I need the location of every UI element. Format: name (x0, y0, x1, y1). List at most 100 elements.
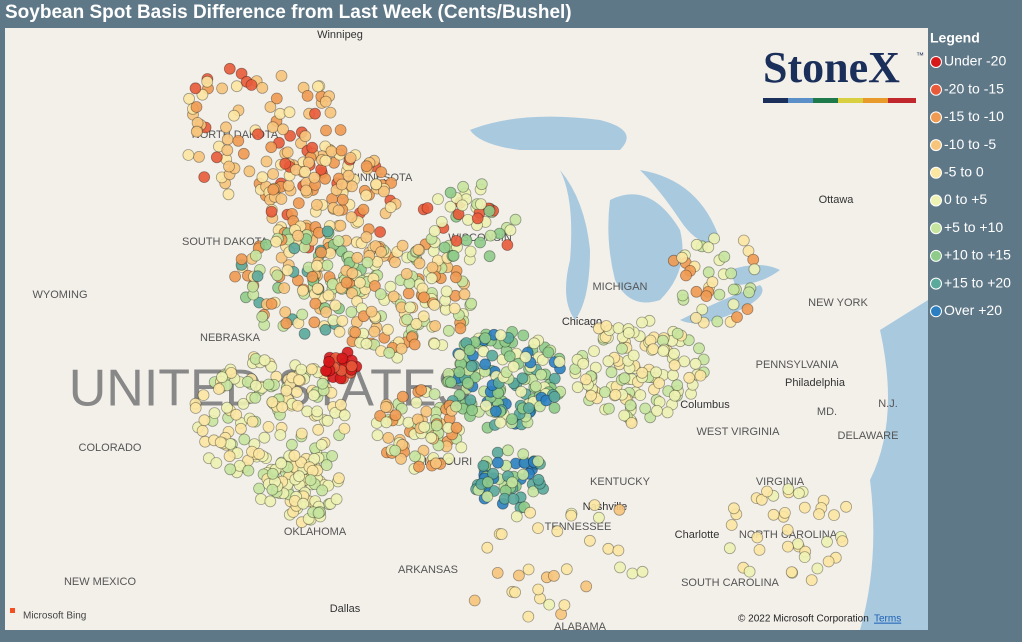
location-dot (517, 468, 529, 481)
location-dot (548, 372, 561, 385)
location-dot (651, 404, 663, 417)
location-dot (680, 269, 692, 282)
state-label: NEW MEXICO (64, 576, 137, 588)
location-dot (465, 297, 478, 310)
location-dot (450, 234, 463, 247)
location-dot (351, 251, 364, 264)
location-dot (491, 456, 504, 469)
location-dot (588, 345, 600, 358)
location-dot (785, 566, 798, 578)
location-dot (696, 303, 709, 316)
bing-logo (10, 608, 15, 613)
location-dot (400, 267, 413, 280)
location-dot (374, 288, 387, 301)
location-dot (381, 323, 394, 336)
location-dot (310, 259, 323, 272)
terms-link[interactable]: Terms (874, 614, 901, 625)
location-dot (396, 239, 409, 252)
location-dot (256, 171, 269, 184)
legend-label: +5 to +10 (944, 219, 1003, 235)
location-dot (636, 316, 648, 329)
location-dot (471, 212, 484, 225)
location-dot (365, 305, 378, 318)
location-dot (197, 389, 210, 402)
legend-swatch (930, 56, 942, 68)
location-dot (755, 493, 768, 506)
state-label: OKLAHOMA (284, 526, 347, 538)
location-dot (727, 283, 740, 296)
state-label: MD. (817, 406, 837, 418)
location-dot (657, 345, 670, 357)
location-dot (279, 306, 292, 319)
location-dot (580, 373, 592, 386)
location-dot (748, 263, 761, 276)
location-dot (532, 473, 545, 486)
location-dot (486, 349, 499, 362)
location-dot (189, 82, 202, 95)
state-label: ALABAMA (554, 621, 607, 633)
location-dot (761, 485, 773, 498)
location-dot (223, 450, 236, 463)
location-dot (271, 269, 284, 282)
copyright: © 2022 Microsoft Corporation (738, 614, 869, 625)
location-dot (626, 567, 639, 580)
location-dot (614, 561, 626, 574)
location-dot (270, 92, 283, 105)
location-dot (553, 355, 566, 368)
location-dot (650, 366, 662, 379)
location-dot (322, 355, 335, 368)
location-dot (444, 186, 457, 199)
location-dot (223, 160, 235, 173)
location-dot (510, 510, 523, 523)
location-dot (237, 147, 250, 160)
state-label: WEST VIRGINIA (697, 426, 781, 438)
location-dot (274, 429, 287, 441)
location-dot (491, 567, 504, 579)
location-dot (676, 251, 688, 264)
logo: StoneX (763, 43, 900, 92)
location-dot (396, 390, 409, 403)
location-dot (189, 402, 202, 414)
location-dot (435, 215, 448, 228)
location-dot (293, 374, 305, 387)
location-dot (725, 519, 738, 531)
location-dot (253, 447, 265, 460)
location-dot (395, 452, 407, 465)
location-dot (182, 149, 195, 161)
location-dot (428, 298, 441, 311)
location-dot (266, 483, 279, 496)
location-dot (243, 165, 256, 178)
location-dot (267, 168, 280, 180)
location-dot (519, 351, 532, 364)
location-dot (731, 311, 743, 324)
location-dot (535, 368, 547, 381)
location-dot (322, 289, 335, 302)
location-dot (792, 537, 804, 550)
location-dot (336, 314, 349, 327)
location-dot (299, 130, 312, 143)
bing: Microsoft Bing (23, 611, 86, 622)
location-dot (332, 235, 345, 247)
location-dot (456, 199, 469, 212)
location-dot (225, 366, 238, 379)
location-dot (299, 165, 311, 178)
location-dot (349, 326, 362, 339)
location-dot (333, 325, 346, 338)
location-dot (426, 261, 439, 274)
location-dot (345, 360, 358, 373)
location-dot (320, 306, 333, 319)
location-dot (245, 79, 258, 91)
location-dot (280, 384, 293, 397)
location-dot (281, 146, 294, 159)
logo-bar (763, 98, 916, 103)
location-dot (428, 337, 441, 350)
location-dot (428, 225, 441, 237)
location-dot (624, 399, 637, 412)
city-label: Chicago (562, 316, 602, 328)
location-dot (460, 234, 473, 247)
legend-label: -15 to -10 (944, 108, 1004, 124)
location-dot (743, 286, 755, 299)
location-dot (464, 394, 477, 407)
location-dot (275, 193, 288, 205)
location-dot (481, 541, 494, 554)
